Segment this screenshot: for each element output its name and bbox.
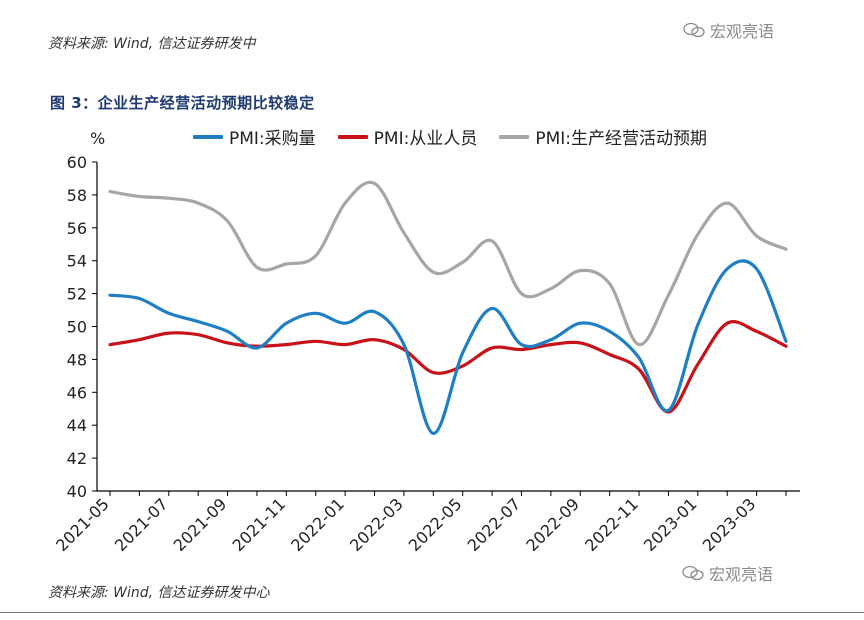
- legend-swatch-employment: [337, 134, 368, 139]
- legend-label-purchase: PMI:采购量: [229, 129, 316, 149]
- watermark-bottom: 宏观亮语: [682, 561, 773, 585]
- watermark-text: 宏观亮语: [709, 565, 774, 584]
- y-tick-label: 56: [67, 219, 87, 238]
- y-tick-label: 48: [67, 350, 87, 369]
- y-tick-label: 42: [67, 449, 87, 468]
- legend-swatch-purchase: [193, 134, 223, 139]
- x-tick-label: 2021-11: [228, 494, 289, 555]
- source-note-top: 资料来源: Wind, 信达证券研发中: [48, 36, 256, 52]
- legend-label-employment: PMI:从业人员: [373, 129, 478, 149]
- y-tick-label: 44: [67, 416, 87, 435]
- y-tick-label: 40: [67, 482, 87, 501]
- x-tick-label: 2021-07: [111, 494, 172, 555]
- x-tick-label: 2022-09: [522, 494, 583, 555]
- x-tick-label: 2022-05: [405, 494, 466, 555]
- y-tick-label: 60: [67, 153, 87, 172]
- series-line-employment: [108, 320, 788, 414]
- chat-bubble-icon: [683, 22, 705, 38]
- y-tick-label: 46: [67, 383, 87, 402]
- legend-item-purchase: PMI:采购量: [193, 124, 316, 149]
- legend-label-expectation: PMI:生产经营活动预期: [535, 129, 708, 149]
- y-axis-unit: %: [90, 129, 106, 148]
- chart-legend: PMI:采购量 PMI:从业人员 PMI:生产经营活动预期: [193, 124, 707, 149]
- watermark-top: 宏观亮语: [683, 18, 774, 42]
- watermark-text: 宏观亮语: [710, 22, 775, 41]
- figure-title: 图 3：企业生产经营活动预期比较稳定: [50, 94, 315, 112]
- x-tick-label: 2022-07: [464, 494, 525, 555]
- series-line-purchase: [108, 259, 788, 435]
- divider: [0, 612, 864, 613]
- x-tick-label: 2023-01: [640, 494, 701, 555]
- x-tick-label: 2022-03: [346, 494, 407, 555]
- y-tick-label: 54: [67, 252, 87, 271]
- x-tick-label: 2023-03: [699, 494, 760, 555]
- x-tick-label: 2021-05: [52, 494, 113, 555]
- y-tick-label: 58: [67, 186, 87, 205]
- x-tick-label: 2021-09: [170, 494, 231, 555]
- series-line-expectation: [108, 180, 788, 347]
- source-note-bottom: 资料来源: Wind, 信达证券研发中心: [48, 585, 270, 601]
- legend-item-expectation: PMI:生产经营活动预期: [499, 124, 707, 149]
- y-tick-label: 52: [67, 285, 87, 304]
- x-tick-label: 2022-11: [581, 494, 642, 555]
- x-tick-label: 2022-01: [287, 494, 348, 555]
- y-tick-label: 50: [67, 318, 87, 337]
- legend-item-employment: PMI:从业人员: [337, 124, 478, 149]
- chat-bubble-icon: [682, 565, 704, 581]
- legend-swatch-expectation: [499, 134, 530, 139]
